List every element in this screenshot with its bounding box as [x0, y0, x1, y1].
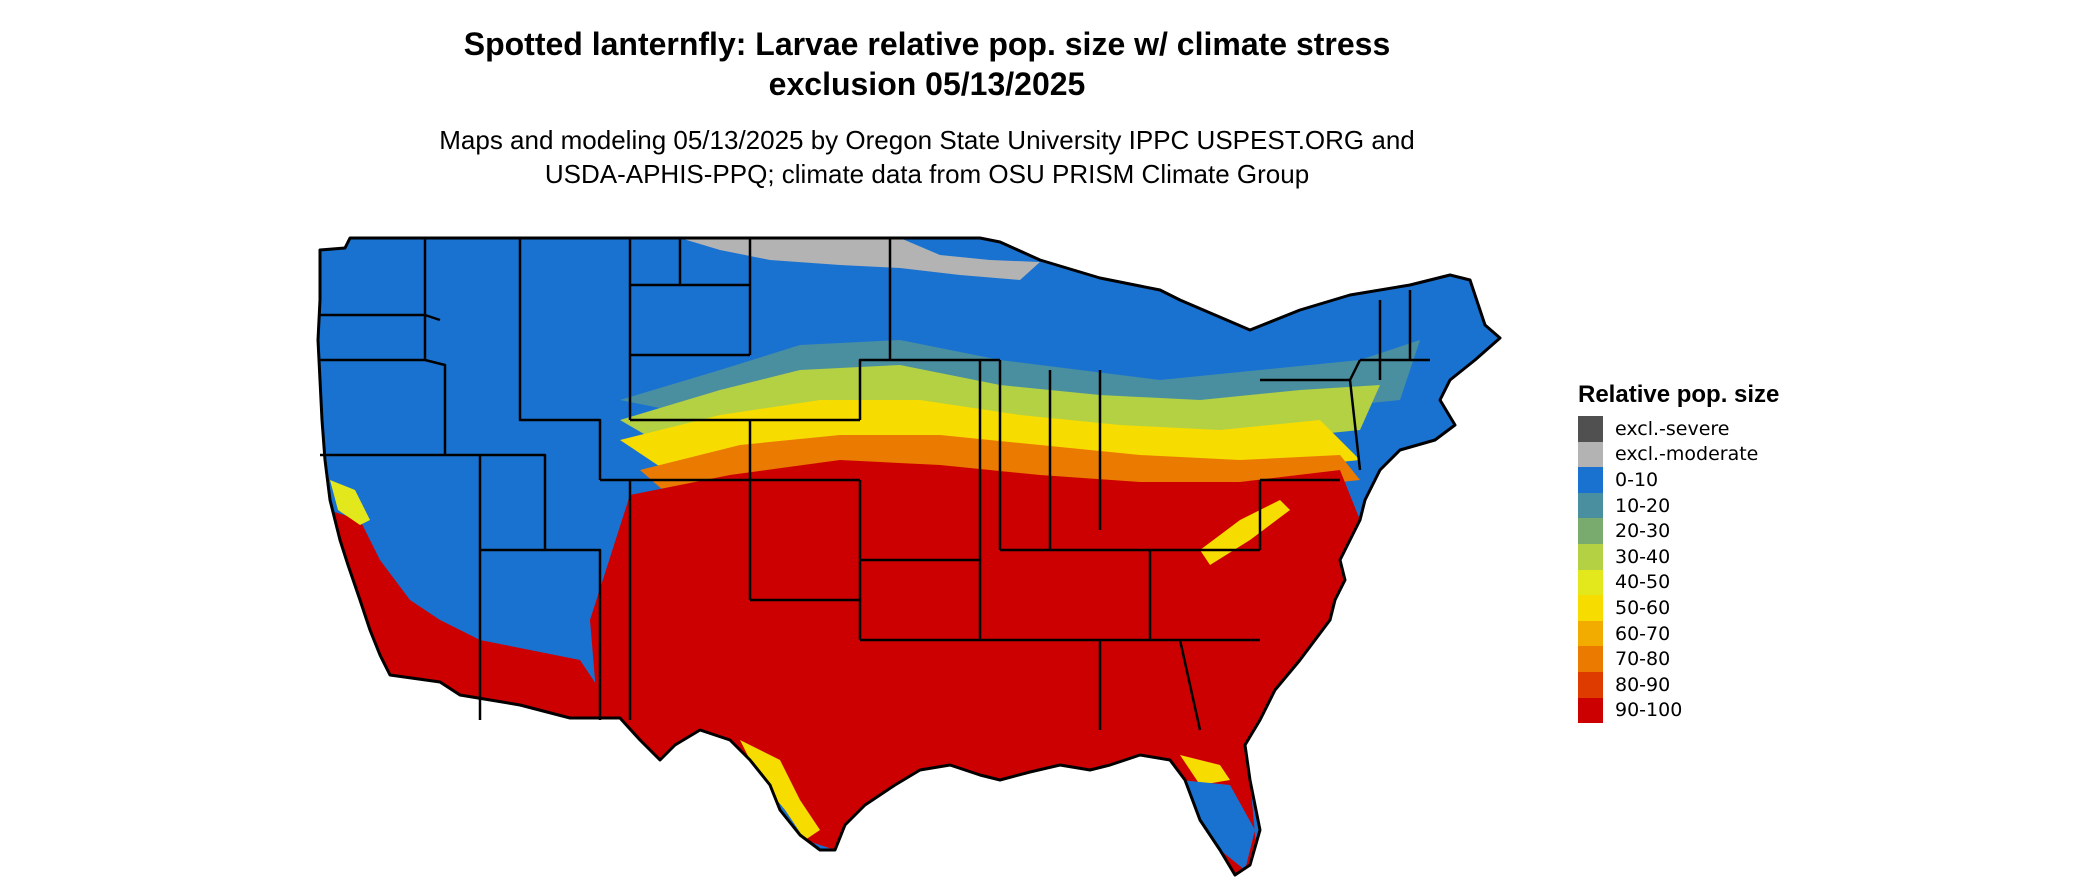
us-risk-map	[316, 236, 1502, 877]
zone-90-100-west	[328, 510, 620, 720]
legend: Relative pop. size excl.-severe excl.-mod…	[1578, 380, 1780, 724]
legend-item: 50-60	[1578, 595, 1779, 621]
legend-swatch	[1578, 646, 1603, 672]
zone-50-60-gulf	[740, 740, 820, 840]
map-title-line-1: Spotted lanternfly: Larvae relative pop.…	[463, 26, 1391, 62]
legend-label: 60-70	[1615, 622, 1671, 645]
legend-swatch	[1578, 620, 1603, 647]
legend-label: 40-50	[1615, 571, 1671, 594]
legend-label: excl.-severe	[1615, 417, 1730, 440]
legend-item: 20-30	[1578, 518, 1779, 544]
legend-item: excl.-moderate	[1578, 441, 1779, 468]
legend-item: 0-10	[1578, 467, 1779, 493]
legend-title: Relative pop. size	[1578, 381, 1780, 408]
state-lines	[320, 238, 1430, 731]
state-boundaries	[316, 236, 1502, 877]
legend-swatch	[1578, 595, 1603, 621]
legend-item: 10-20	[1578, 492, 1779, 519]
legend-swatch	[1578, 416, 1603, 442]
legend-swatch	[1578, 441, 1603, 468]
legend-items: excl.-severe excl.-moderate 0-10 10-20 20-30…	[1578, 416, 1779, 724]
legend-swatch	[1578, 543, 1603, 570]
legend-swatch	[1578, 569, 1603, 596]
legend-label: 70-80	[1615, 648, 1671, 671]
map-title-line-2: exclusion 05/13/2025	[768, 66, 1086, 102]
legend-label: excl.-moderate	[1615, 443, 1759, 466]
legend-swatch	[1578, 492, 1603, 519]
legend-item: 40-50	[1578, 569, 1779, 596]
legend-item: 30-40	[1578, 543, 1779, 570]
legend-label: 90-100	[1615, 699, 1683, 722]
zone-0-10-florida	[1180, 780, 1255, 870]
legend-label: 80-90	[1615, 673, 1671, 696]
legend-label: 20-30	[1615, 520, 1671, 543]
map-title: Spotted lanternfly: Larvae relative pop.…	[0, 24, 1854, 104]
legend-item: excl.-severe	[1578, 416, 1779, 442]
legend-label: 0-10	[1615, 468, 1659, 491]
legend-item: 90-100	[1578, 697, 1779, 724]
map-subtitle-line-2: USDA-APHIS-PPQ; climate data from OSU PR…	[544, 159, 1310, 189]
legend-label: 30-40	[1615, 545, 1671, 568]
legend-item: 60-70	[1578, 620, 1779, 647]
map-subtitle-line-1: Maps and modeling 05/13/2025 by Oregon S…	[439, 125, 1415, 155]
map-subtitle: Maps and modeling 05/13/2025 by Oregon S…	[0, 123, 1854, 191]
zone-50-60-florida	[1180, 755, 1230, 785]
legend-item: 70-80	[1578, 646, 1779, 672]
legend-swatch	[1578, 467, 1603, 493]
legend-item: 80-90	[1578, 671, 1779, 698]
risk-surface	[318, 238, 1500, 875]
legend-swatch	[1578, 697, 1603, 724]
legend-swatch	[1578, 671, 1603, 698]
zone-40-50-west	[330, 480, 370, 525]
zone-excl-moderate	[680, 238, 1040, 280]
legend-swatch	[1578, 518, 1603, 544]
legend-label: 10-20	[1615, 494, 1671, 517]
legend-label: 50-60	[1615, 596, 1671, 619]
